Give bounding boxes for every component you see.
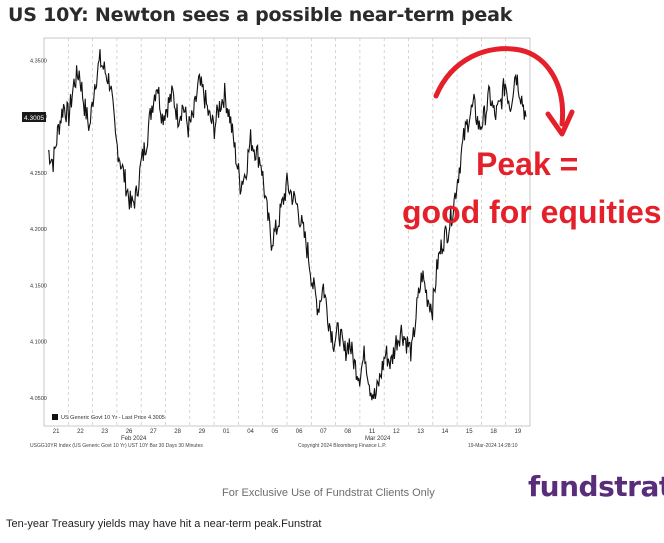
x-tick-label: 01 xyxy=(223,429,230,435)
x-tick-label: 06 xyxy=(296,429,303,435)
peak-arrow-head xyxy=(545,109,575,137)
y-tick-label: 4.3500 xyxy=(30,58,47,64)
vertical-gridlines xyxy=(43,38,507,426)
annotation-equities: good for equities xyxy=(402,194,662,230)
x-tick-label: 21 xyxy=(53,429,60,435)
x-tick-label: 13 xyxy=(417,429,424,435)
x-tick-label: 05 xyxy=(272,429,279,435)
x-tick-label: 26 xyxy=(126,429,133,435)
y-tick-label: 4.2000 xyxy=(30,227,47,233)
x-tick-label: 18 xyxy=(490,429,497,435)
month-label-mar: Mar 2024 xyxy=(365,436,391,442)
x-tick-label: 14 xyxy=(442,429,449,435)
x-tick-label: 11 xyxy=(369,429,376,435)
x-tick-label: 07 xyxy=(320,429,327,435)
y-tick-label: 4.1000 xyxy=(30,340,47,346)
y-tick-label: 4.1500 xyxy=(30,283,47,289)
last-price-tag: 4.3005 xyxy=(24,115,44,122)
legend-text: US Generic Govt 10 Yr - Last Price 4.300… xyxy=(61,415,165,421)
x-tick-label: 08 xyxy=(344,429,351,435)
bloomberg-footer-left: USGG10YR Index (US Generic Govt 10 Yr) U… xyxy=(30,443,203,449)
annotation-peak: Peak = xyxy=(476,146,579,182)
peak-arrow-curve xyxy=(433,46,566,127)
x-tick-label: 28 xyxy=(174,429,181,435)
last-price-tag-box xyxy=(22,112,46,122)
x-tick-label: 19 xyxy=(515,429,522,435)
y-tick-label: 4.0500 xyxy=(30,396,47,402)
x-tick-label: 23 xyxy=(101,429,108,435)
x-axis-labels: 21 22 23 26 27 28 29 01 04 05 06 07 08 11 12 13 14 15 18 19 xyxy=(53,429,522,435)
x-tick-label: 04 xyxy=(247,429,254,435)
bloomberg-footer-center: Copyright 2024 Bloomberg Finance L.P. xyxy=(298,443,386,449)
x-tick-label: 27 xyxy=(150,429,157,435)
x-tick-label: 22 xyxy=(77,429,84,435)
bloomberg-footer-right: 19-Mar-2024 14:28:10 xyxy=(468,443,518,449)
chart-title: US 10Y: Newton sees a possible near-term… xyxy=(8,4,513,26)
x-tick-label: 15 xyxy=(466,429,473,435)
month-label-feb: Feb 2024 xyxy=(121,436,147,442)
x-tick-label: 29 xyxy=(199,429,206,435)
fundstrat-logo: fundstrat xyxy=(528,470,664,503)
image-caption: Ten-year Treasury yields may have hit a … xyxy=(6,518,322,530)
x-tick-label: 12 xyxy=(393,429,400,435)
legend-swatch xyxy=(52,414,58,420)
yield-series-line xyxy=(47,49,527,401)
exclusive-use-notice: For Exclusive Use of Fundstrat Clients O… xyxy=(222,487,435,499)
y-tick-label: 4.2500 xyxy=(30,171,47,177)
